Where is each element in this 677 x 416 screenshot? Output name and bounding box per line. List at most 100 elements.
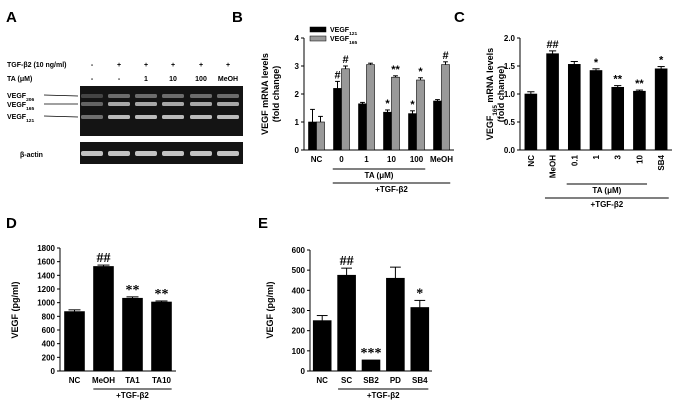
bar [524,93,538,151]
y-tick-label: 1.5 [504,62,516,71]
chart-c: 0.00.51.01.52.0##*** ***NC MeOH 0.1 1 3 10 SB4T… [485,34,672,209]
gel-band [135,102,157,106]
significance-mark: ** [155,287,169,302]
bar [361,359,381,372]
significance-mark: # [334,69,340,81]
ta-dose-mark: - [118,76,121,83]
x-tick-label: TA10 [152,376,172,385]
bar [383,111,392,151]
y-tick-label: 200 [42,353,56,362]
panel-letter-c: C [454,9,465,26]
band-label: VEGF121 [7,114,35,124]
treatment-mark: + [199,62,203,69]
bar [408,113,417,151]
ta-dose-mark: MeOH [218,76,238,83]
x-tick-label: SC [341,376,352,385]
bar [567,64,581,151]
bar [391,76,400,151]
y-axis-title: VEGF165 mRNA levels [485,48,499,140]
significance-mark: * [416,286,423,301]
x-tick-label: 3 [614,154,623,159]
x-tick-label: 1 [364,155,369,164]
gel-band [108,102,130,106]
bar [441,64,450,151]
significance-mark: * [594,57,599,69]
gel-band [217,102,239,106]
panel-letter-a: A [6,9,17,26]
legend-label: VEGF121 [330,27,358,37]
bar [312,320,332,372]
y-tick-label: 0 [295,146,300,155]
gel-band [81,94,103,98]
actin-band [81,151,103,156]
bar [654,68,668,151]
x-tick-label: 1 [592,154,601,159]
group-label: TA (μM) [365,171,394,180]
y-tick-label: 0 [51,367,56,376]
treatment-mark: + [226,62,230,69]
treatment-mark: + [117,62,121,69]
bar [611,86,625,151]
x-tick-label: SB4 [657,154,666,170]
significance-mark: * [659,55,664,67]
bar [316,121,325,151]
bar [64,311,85,372]
y-tick-label: 1600 [37,258,55,267]
gel-vegf-image [80,86,243,136]
group-label: +TGF-β2 [367,391,400,400]
y-tick-label: 1200 [37,285,55,294]
significance-mark: ** [126,283,140,298]
gel-panel: TGF-β2 (10 ng/ml) TA (μM) - + + + + + - - 1 10 100… [7,62,243,164]
bar [386,277,405,372]
actin-band [217,151,239,156]
gel-band [190,94,212,98]
actin-band [135,151,157,156]
actin-band [108,151,130,156]
y-tick-label: 1000 [37,299,55,308]
gel-band [108,115,130,119]
x-tick-label: 0.1 [570,154,579,166]
significance-mark: ** [613,74,622,86]
y-axis-title: VEGF (pg/ml) [265,282,275,339]
group-label: +TGF-β2 [591,200,624,209]
x-tick-label: 10 [635,154,644,163]
x-tick-label: NC [316,376,328,385]
y-tick-label: 0.5 [504,118,516,127]
y-tick-label: 100 [292,347,306,356]
gel-band [108,94,130,98]
y-tick-label: 2.0 [504,34,516,43]
actin-label: β-actin [20,152,43,159]
ta-dose-label: TA (μM) [7,76,32,83]
y-tick-label: 300 [292,307,306,316]
significance-mark: * [410,99,415,111]
gel-band [190,102,212,106]
band-label: VEGF206 [7,93,35,103]
gel-actin-image [80,142,243,164]
x-tick-label: TA1 [125,376,140,385]
gel-band [81,115,103,119]
bar [633,90,646,151]
x-tick-label: MeOH [92,376,115,385]
bar [341,68,350,151]
y-tick-label: 600 [292,246,306,255]
panel-letter-d: D [6,215,17,232]
bar [589,70,603,151]
significance-mark: # [342,54,348,66]
bar [122,297,143,372]
significance-mark: ** [391,64,400,76]
legend-label: VEGF165 [330,36,358,46]
gel-band [135,115,157,119]
y-tick-label: 500 [292,266,306,275]
group-label: +TGF-β2 [375,185,408,194]
gel-band [162,115,184,119]
actin-band [162,151,184,156]
x-tick-label: 10 [387,155,396,164]
treatment-mark: + [144,62,148,69]
significance-mark: * [385,98,390,110]
y-tick-label: 0 [301,367,306,376]
gel-band [162,102,184,106]
x-tick-label: 100 [410,155,424,164]
group-label: TA (μM) [592,186,621,195]
y-tick-label: 3 [295,62,300,71]
